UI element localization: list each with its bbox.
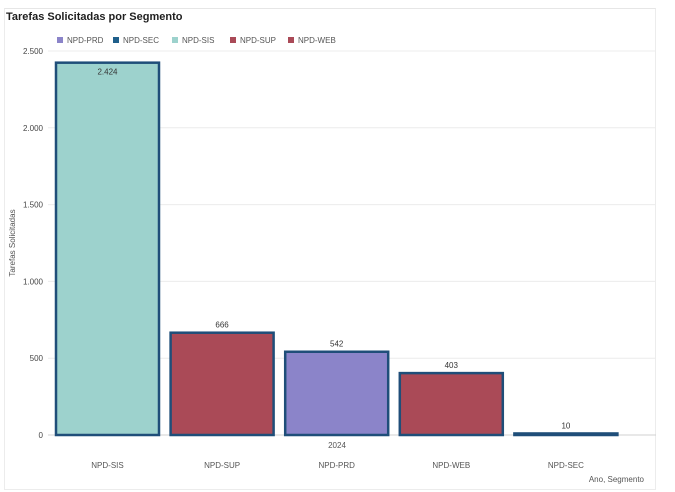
x-tick-label: NPD-SEC [548,461,584,470]
year-group-label: 2024 [328,441,346,450]
y-tick-label: 2.500 [23,47,44,56]
legend-swatch [113,37,119,43]
data-label: 666 [215,321,229,330]
y-tick-label: 1.500 [23,201,44,210]
data-labels: 2.424 666 542 403 10 [97,68,570,431]
bar[interactable] [513,432,619,437]
bar[interactable] [398,371,505,437]
y-tick-label: 0 [39,431,44,440]
x-tick-label: NPD-PRD [318,461,355,470]
x-tick-label: NPD-SIS [91,461,123,470]
bars [54,61,619,437]
bar[interactable] [54,61,161,437]
x-tick-label: NPD-WEB [432,461,470,470]
legend-swatch [172,37,178,43]
bar[interactable] [283,350,390,437]
chart-panel [4,8,656,490]
bar[interactable] [169,331,275,437]
category-labels: NPD-SIS NPD-SUP NPD-PRD NPD-WEB NPD-SEC [91,461,584,470]
y-tick-label: 2.000 [23,124,44,133]
x-axis-title: Ano, Segmento [589,475,645,484]
data-label: 10 [561,421,570,430]
legend-label[interactable]: NPD-PRD [67,36,104,45]
legend-swatch [57,37,63,43]
data-label: 2.424 [97,68,118,77]
legend-swatch [230,37,236,43]
legend-label[interactable]: NPD-SEC [123,36,159,45]
y-axis-ticks: 0 500 1.000 1.500 2.000 2.500 [23,47,44,440]
legend-label[interactable]: NPD-SIS [182,36,214,45]
legend-swatch [288,37,294,43]
legend-label[interactable]: NPD-SUP [240,36,276,45]
y-tick-label: 500 [30,354,44,363]
data-label: 403 [445,361,459,370]
y-tick-label: 1.000 [23,277,44,286]
y-axis-title: Tarefas Solicitadas [8,209,17,276]
chart-title: Tarefas Solicitadas por Segmento [6,11,183,23]
legend: NPD-PRD NPD-SEC NPD-SIS NPD-SUP NPD-WEB [57,36,336,45]
legend-label[interactable]: NPD-WEB [298,36,336,45]
x-tick-label: NPD-SUP [204,461,240,470]
data-label: 542 [330,340,344,349]
